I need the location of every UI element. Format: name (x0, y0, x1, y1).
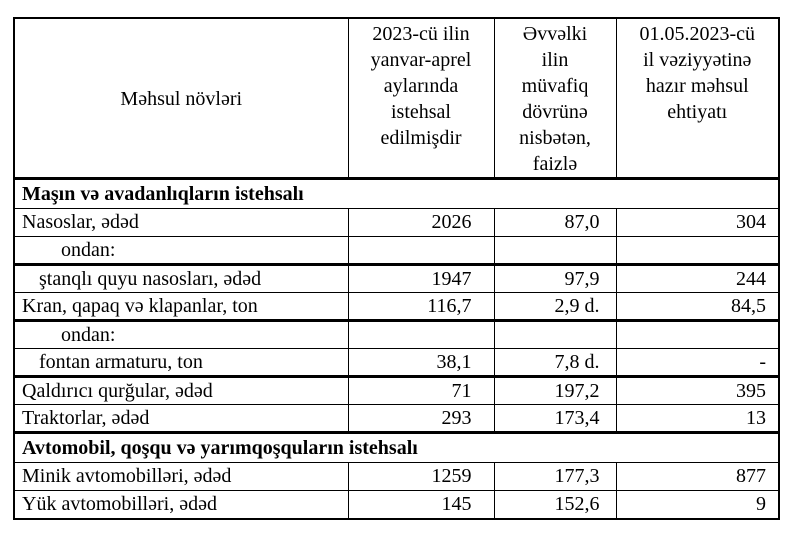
table-row: ştanqlı quyu nasosları, ədəd 1947 97,9 2… (13, 264, 780, 293)
section-title-automobiles: Avtomobil, qoşqu və yarımqoşquların iste… (13, 431, 780, 463)
percent-value: 7,8 d. (493, 348, 617, 378)
percent-value (493, 320, 617, 349)
header-produced-jan-apr-2023: 2023-cü ilin yanvar-aprel aylarında iste… (347, 17, 495, 179)
stock-value: 877 (615, 462, 780, 491)
produced-value (347, 320, 495, 349)
percent-value (493, 236, 617, 266)
produced-value: 71 (347, 376, 495, 405)
table-header-row: Məhsul növləri 2023-cü ilin yanvar-aprel… (13, 17, 780, 179)
stock-value: 13 (615, 404, 780, 433)
produced-value: 116,7 (347, 292, 495, 322)
table-row: Traktorlar, ədəd 293 173,4 13 (13, 404, 780, 433)
product-label: Minik avtomobilləri, ədəd (13, 462, 349, 491)
product-label: Nasoslar, ədəd (13, 208, 349, 237)
produced-value: 2026 (347, 208, 495, 237)
product-label: ondan: (13, 236, 349, 266)
product-label: ştanqlı quyu nasosları, ədəd (13, 264, 349, 293)
product-label: Yük avtomobilləri, ədəd (13, 490, 349, 519)
stock-value (615, 320, 780, 349)
stock-value: - (615, 348, 780, 378)
table-row: Yük avtomobilləri, ədəd 145 152,6 9 (13, 490, 780, 519)
table-row: fontan armaturu, ton 38,1 7,8 d. - (13, 348, 780, 378)
percent-value: 97,9 (493, 264, 617, 293)
section-title-text: Maşın və avadanlıqların istehsalı (13, 177, 780, 209)
table-row: Nasoslar, ədəd 2026 87,0 304 (13, 208, 780, 237)
table-row: Qaldırıcı qurğular, ədəd 71 197,2 395 (13, 376, 780, 405)
header-percent-vs-previous-year: Əvvəlki ilin müvafiq dövrünə nisbətən, f… (493, 17, 617, 179)
produced-value: 1259 (347, 462, 495, 491)
stock-value: 9 (615, 490, 780, 519)
header-ready-product-stock: 01.05.2023-cü il vəziyyətinə hazır məhsu… (615, 17, 780, 179)
product-label: fontan armaturu, ton (13, 348, 349, 378)
percent-value: 87,0 (493, 208, 617, 237)
produced-value: 145 (347, 490, 495, 519)
percent-value: 2,9 d. (493, 292, 617, 322)
section-title-text: Avtomobil, qoşqu və yarımqoşquların iste… (13, 431, 780, 463)
stock-value: 244 (615, 264, 780, 293)
percent-value: 152,6 (493, 490, 617, 519)
produced-value: 1947 (347, 264, 495, 293)
table-row: Minik avtomobilləri, ədəd 1259 177,3 877 (13, 462, 780, 491)
product-label: Kran, qapaq və klapanlar, ton (13, 292, 349, 322)
product-label: ondan: (13, 320, 349, 349)
table-row: ondan: (13, 236, 780, 266)
percent-value: 177,3 (493, 462, 617, 491)
produced-value: 293 (347, 404, 495, 433)
header-product-types: Məhsul növləri (13, 17, 349, 179)
percent-value: 197,2 (493, 376, 617, 405)
product-label: Traktorlar, ədəd (13, 404, 349, 433)
stock-value: 304 (615, 208, 780, 237)
products-table: Məhsul növləri 2023-cü ilin yanvar-aprel… (13, 17, 780, 520)
table-row: ondan: (13, 320, 780, 349)
percent-value: 173,4 (493, 404, 617, 433)
stock-value: 395 (615, 376, 780, 405)
section-title-machinery: Maşın və avadanlıqların istehsalı (13, 177, 780, 209)
produced-value: 38,1 (347, 348, 495, 378)
stock-value: 84,5 (615, 292, 780, 322)
stock-value (615, 236, 780, 266)
produced-value (347, 236, 495, 266)
table-row: Kran, qapaq və klapanlar, ton 116,7 2,9 … (13, 292, 780, 322)
product-label: Qaldırıcı qurğular, ədəd (13, 376, 349, 405)
